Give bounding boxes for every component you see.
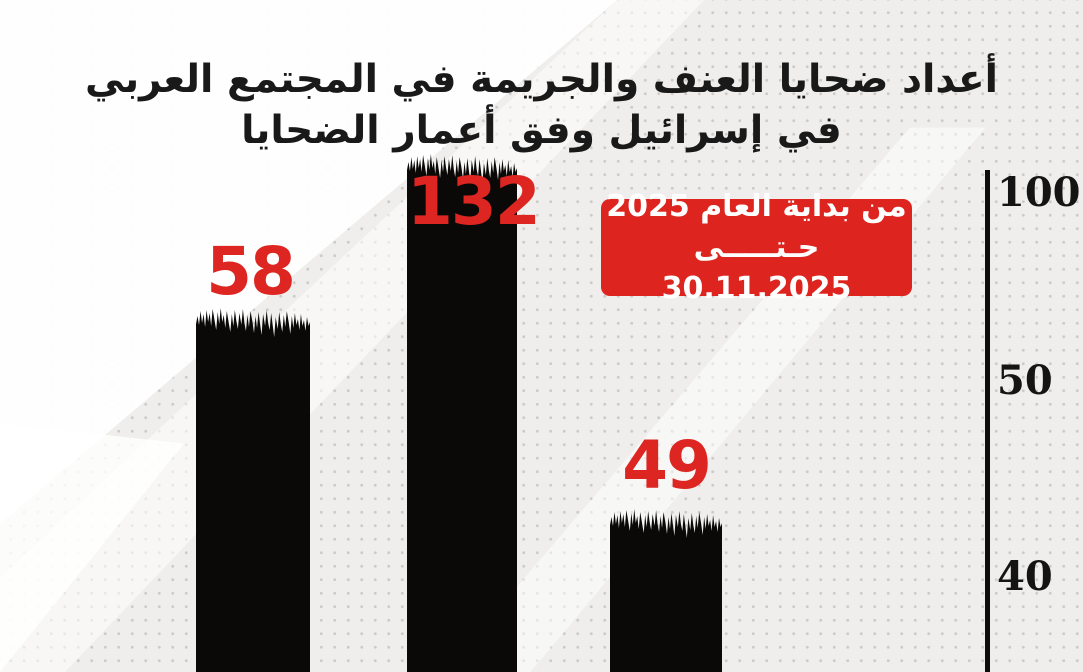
period-badge-line1: من بداية العام 2025 [606,189,907,224]
bar-value-label-3: 49 [622,427,712,504]
chart-title-line2: في إسرائيل وفق أعمار الضحايا [241,108,842,154]
y-axis-tick-50: 50 [997,357,1053,404]
bar-3-brush-top [610,509,722,549]
chart-title-line1: أعداد ضحايا العنف والجريمة في المجتمع ال… [85,57,998,103]
bar-1-body [196,342,310,672]
chart-title: أعداد ضحايا العنف والجريمة في المجتمع ال… [0,54,1083,156]
bar-2 [407,150,517,672]
y-axis-tick-40: 40 [997,553,1053,600]
period-badge: من بداية العام 2025 حـتـــــى 30.11.2025 [601,189,912,306]
bar-2-brush-top [407,154,517,194]
bar-1-brush-top [196,308,310,348]
bar-value-label-2: 132 [407,163,541,240]
bar-1 [196,304,310,672]
bar-3-body [610,543,722,672]
y-axis-tick-100: 100 [997,169,1081,216]
bar-2-body [407,188,517,672]
period-badge-line2: حـتـــــى 30.11.2025 [661,230,852,306]
bar-value-label-1: 58 [206,233,296,310]
y-axis-line [985,170,990,672]
bar-3 [610,505,722,672]
